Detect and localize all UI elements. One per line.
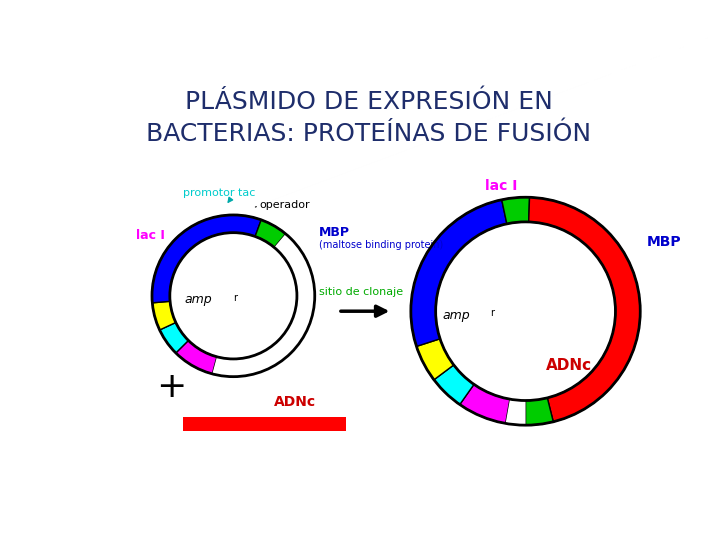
Text: r: r xyxy=(233,293,238,303)
Polygon shape xyxy=(434,365,474,404)
Polygon shape xyxy=(460,384,510,423)
Text: BACTERIAS: PROTEÍNAS DE FUSIÓN: BACTERIAS: PROTEÍNAS DE FUSIÓN xyxy=(146,122,592,146)
Text: ADNc: ADNc xyxy=(274,395,316,409)
Text: amp: amp xyxy=(185,293,212,306)
Polygon shape xyxy=(411,200,507,347)
Polygon shape xyxy=(255,220,286,247)
Circle shape xyxy=(171,233,296,358)
Polygon shape xyxy=(505,399,526,425)
Polygon shape xyxy=(526,398,553,425)
Text: operador: operador xyxy=(259,200,310,210)
Polygon shape xyxy=(176,340,217,374)
Text: promotor tac: promotor tac xyxy=(183,188,256,198)
Polygon shape xyxy=(416,339,454,380)
Text: lac I: lac I xyxy=(485,179,517,193)
Circle shape xyxy=(436,222,615,400)
Polygon shape xyxy=(160,322,189,353)
Text: MBP: MBP xyxy=(319,226,350,239)
Text: +: + xyxy=(156,370,186,404)
Text: r: r xyxy=(490,308,494,318)
Polygon shape xyxy=(528,197,640,422)
Bar xyxy=(183,417,346,430)
Text: (maltose binding protein): (maltose binding protein) xyxy=(319,240,443,250)
Text: PLÁSMIDO DE EXPRESIÓN EN: PLÁSMIDO DE EXPRESIÓN EN xyxy=(185,90,553,114)
Polygon shape xyxy=(212,234,315,376)
Text: MBP: MBP xyxy=(647,235,681,249)
Text: sitio de clonaje: sitio de clonaje xyxy=(319,287,402,297)
Polygon shape xyxy=(152,215,261,303)
Polygon shape xyxy=(502,197,529,224)
Text: amp: amp xyxy=(442,308,469,321)
Polygon shape xyxy=(153,301,176,330)
Text: ADNc: ADNc xyxy=(546,357,592,373)
Text: lac I: lac I xyxy=(136,230,165,242)
